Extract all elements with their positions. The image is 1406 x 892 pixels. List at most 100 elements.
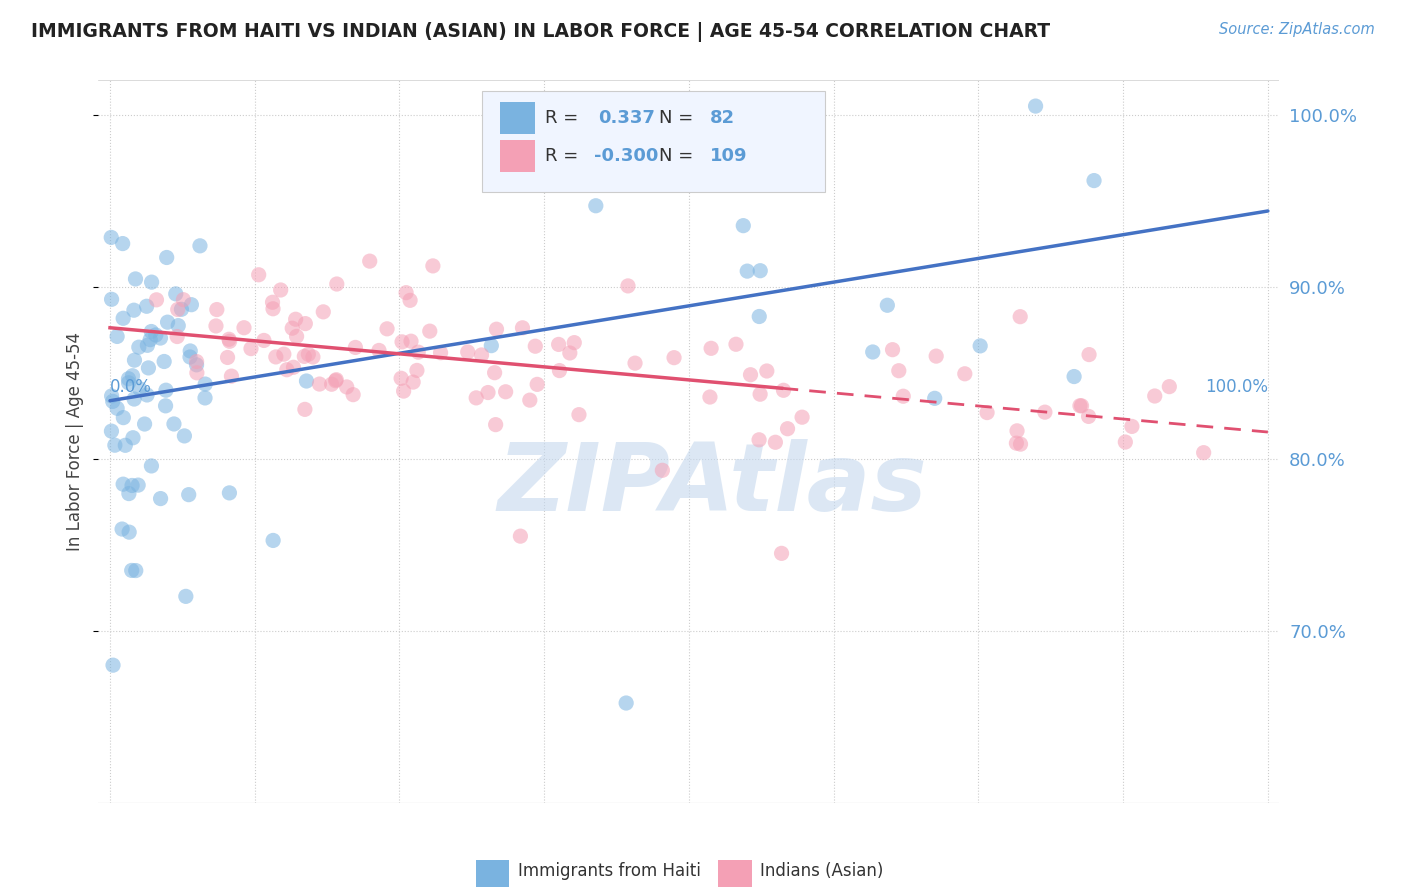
Point <box>748 310 770 324</box>
Point <box>292 350 315 364</box>
Point <box>562 335 585 350</box>
Point <box>221 369 243 384</box>
Point <box>153 354 176 368</box>
Point <box>240 342 263 356</box>
Point <box>422 259 444 273</box>
Point <box>1069 399 1091 413</box>
Point <box>512 320 534 334</box>
Point <box>925 349 948 363</box>
Point <box>186 358 208 372</box>
Point <box>700 341 723 355</box>
Point <box>406 363 429 377</box>
Point <box>658 131 681 145</box>
Point <box>264 350 287 364</box>
Point <box>312 305 335 319</box>
Point <box>585 199 607 213</box>
Point <box>179 350 201 364</box>
Point <box>699 390 721 404</box>
Point <box>124 272 146 286</box>
Point <box>167 318 190 333</box>
Point <box>218 332 240 346</box>
Point <box>419 324 441 338</box>
Point <box>134 417 156 431</box>
Point <box>519 393 541 408</box>
Point <box>217 351 239 365</box>
Point <box>342 387 364 401</box>
Point <box>101 658 124 673</box>
Text: N =: N = <box>659 109 699 127</box>
Point <box>118 525 141 540</box>
Point <box>375 322 398 336</box>
Point <box>270 283 292 297</box>
Point <box>624 356 647 370</box>
Point <box>1005 424 1028 438</box>
Point <box>526 377 548 392</box>
Point <box>1063 369 1085 384</box>
Text: 100.0%: 100.0% <box>1205 378 1268 396</box>
Text: Immigrants from Haiti: Immigrants from Haiti <box>517 863 700 880</box>
Point <box>614 696 637 710</box>
Point <box>1083 173 1105 187</box>
Text: R =: R = <box>546 109 583 127</box>
Point <box>180 298 202 312</box>
Point <box>748 433 770 447</box>
Point <box>392 384 415 398</box>
Point <box>118 486 141 500</box>
Point <box>112 311 135 326</box>
Point <box>128 382 150 396</box>
Point <box>344 340 367 354</box>
Point <box>1114 435 1136 450</box>
Point <box>100 424 122 438</box>
Point <box>100 230 122 244</box>
Text: Source: ZipAtlas.com: Source: ZipAtlas.com <box>1219 22 1375 37</box>
Point <box>484 366 506 380</box>
Point <box>294 317 316 331</box>
Point <box>763 435 786 450</box>
Point <box>138 360 160 375</box>
Point <box>233 320 256 334</box>
Point <box>121 368 143 383</box>
Point <box>283 360 305 375</box>
Point <box>891 389 914 403</box>
Point <box>135 299 157 313</box>
Point <box>547 337 569 351</box>
Point <box>295 374 318 388</box>
Point <box>1192 445 1215 459</box>
Point <box>166 329 188 343</box>
Point <box>1078 348 1101 362</box>
Point <box>281 321 304 335</box>
Text: -0.300: -0.300 <box>595 147 659 165</box>
Point <box>297 347 319 361</box>
Point <box>368 343 391 358</box>
Point <box>1033 405 1056 419</box>
Text: 82: 82 <box>710 109 735 127</box>
Point <box>124 353 146 368</box>
Point <box>1143 389 1166 403</box>
Point <box>121 478 143 492</box>
Point <box>285 329 308 343</box>
FancyBboxPatch shape <box>718 860 752 888</box>
Point <box>770 546 793 560</box>
Point <box>969 339 991 353</box>
Point <box>662 351 685 365</box>
Point <box>470 348 492 362</box>
Point <box>326 277 349 291</box>
Text: 0.337: 0.337 <box>598 109 655 127</box>
Point <box>177 488 200 502</box>
Point <box>391 334 413 349</box>
Text: ZIPAtlas: ZIPAtlas <box>498 439 928 531</box>
Point <box>139 333 162 347</box>
Point <box>100 293 122 307</box>
Point <box>128 340 150 354</box>
Point <box>882 343 904 357</box>
Point <box>389 371 412 385</box>
Point <box>218 486 240 500</box>
Point <box>262 295 284 310</box>
Point <box>218 334 240 349</box>
Point <box>111 236 134 251</box>
Point <box>173 429 195 443</box>
Point <box>336 380 359 394</box>
Point <box>465 391 488 405</box>
Point <box>276 362 298 376</box>
Point <box>509 529 531 543</box>
